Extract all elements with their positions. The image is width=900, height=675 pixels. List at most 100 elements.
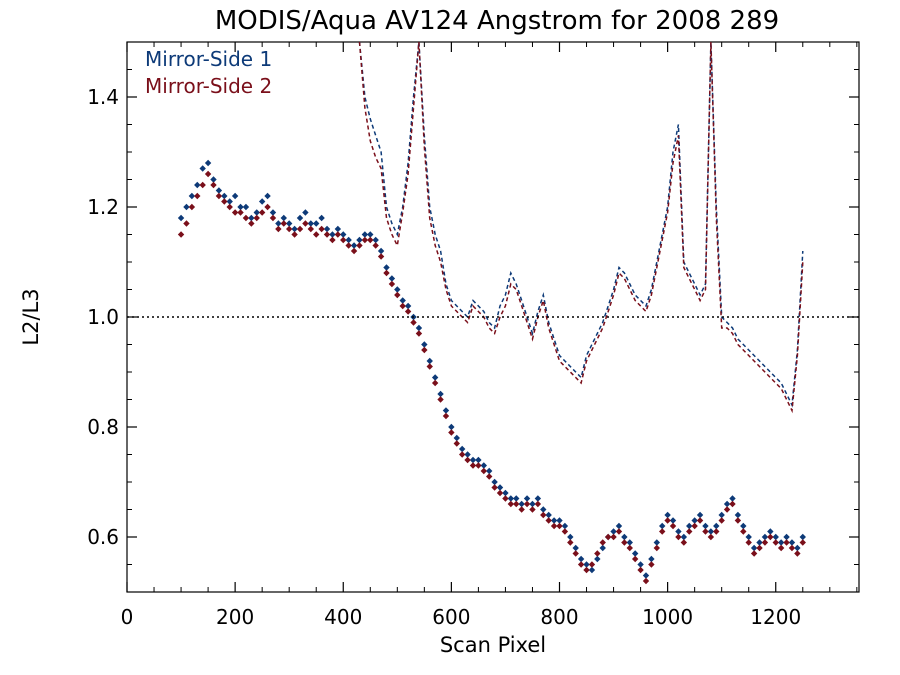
series-1-point	[350, 242, 358, 249]
series-2-point	[767, 533, 774, 541]
series-2-point	[599, 539, 606, 546]
series-1-point	[513, 495, 520, 502]
series-2-point	[529, 506, 536, 513]
series-1-point	[518, 500, 525, 508]
series-1-point	[329, 231, 336, 238]
series-2-point	[583, 566, 590, 574]
series-2-point	[680, 539, 688, 546]
series-1-point	[194, 181, 201, 189]
series-2-point	[761, 539, 769, 546]
series-2-point	[210, 181, 217, 189]
series-2-point	[194, 192, 201, 200]
x-tick-label: 1200	[750, 605, 801, 629]
series-2-point	[518, 506, 525, 513]
series-1-point	[615, 522, 623, 530]
series-2-point	[437, 396, 444, 403]
series-2-point	[410, 319, 417, 326]
series-1-point	[469, 456, 477, 464]
series-2-point	[285, 225, 293, 233]
series-1-point	[318, 214, 325, 222]
series-1-point	[642, 572, 650, 579]
series-2-point	[448, 429, 455, 436]
series-2-point	[177, 231, 185, 238]
series-2-point	[642, 577, 650, 585]
series-2-point	[561, 528, 569, 535]
series-2-point	[534, 500, 542, 508]
series-2-point	[691, 522, 698, 530]
series-2-point	[323, 231, 331, 238]
series-2-point	[669, 522, 677, 530]
series-1-point	[507, 495, 515, 502]
series-1-point	[734, 511, 742, 519]
series-1-point	[215, 187, 223, 194]
series-1-point	[550, 517, 558, 524]
series-2-point	[756, 544, 763, 552]
series-2-point	[572, 550, 579, 557]
series-1-point	[242, 203, 250, 211]
series-2-point	[788, 544, 796, 552]
series-2-point	[777, 544, 785, 552]
series-1-point	[258, 198, 266, 205]
series-2-point	[415, 330, 423, 337]
series-1-point	[399, 297, 406, 304]
series-1	[177, 41, 806, 579]
series-1-point	[723, 500, 731, 508]
series-1-point	[361, 231, 369, 238]
series-1-point	[475, 456, 482, 464]
series-2-point	[799, 539, 806, 546]
series-1-point	[756, 539, 763, 546]
series-1-point	[280, 214, 287, 222]
series-1-point	[594, 555, 601, 563]
series-2-point	[734, 517, 742, 524]
series-1-point	[496, 484, 504, 491]
series-2-point	[491, 484, 498, 491]
series-2-point	[458, 451, 466, 458]
series-2-point	[302, 220, 309, 227]
series-2-point	[253, 214, 260, 222]
series-2-point	[567, 539, 574, 546]
legend-entry-mirror-side-2: Mirror-Side 2	[145, 74, 272, 98]
series-2-point	[329, 236, 336, 244]
series-1-point	[588, 566, 596, 574]
series-2-point	[750, 550, 758, 557]
series-2-point	[615, 528, 623, 535]
x-tick-label: 600	[432, 605, 470, 629]
series-1-point	[637, 561, 644, 568]
series-1-point	[696, 511, 704, 519]
y-axis: 0.6 0.8 1.0 1.2 1.4 L2/L3	[19, 85, 119, 549]
series-2-point	[404, 308, 412, 315]
series-1-point	[653, 539, 661, 546]
series-2-point	[648, 561, 655, 568]
series-1-point	[448, 423, 455, 431]
series-2-point	[269, 214, 277, 222]
series-2-point	[431, 379, 439, 387]
y-axis-label: L2/L3	[19, 288, 43, 345]
series-2-point	[296, 225, 304, 233]
series-2-point	[588, 561, 596, 568]
series-2-point	[226, 203, 233, 211]
series-1-point	[534, 495, 542, 502]
series-1-point	[799, 533, 806, 541]
series-1-point	[567, 533, 574, 541]
series-1-point	[718, 511, 725, 519]
series-1-point	[529, 500, 536, 508]
series-1-point	[794, 544, 801, 552]
series-1-point	[664, 511, 671, 519]
series-1-point	[248, 214, 255, 222]
series-2-point	[513, 500, 520, 508]
series-1-point	[437, 390, 444, 398]
series-1-point	[675, 528, 682, 535]
y-tick-label: 0.8	[87, 415, 119, 439]
series-1-point	[253, 209, 260, 216]
series-2-point	[486, 473, 493, 480]
series-1-dashed-line	[358, 41, 804, 408]
series-2-point	[350, 247, 358, 255]
series-1-point	[275, 220, 282, 227]
series-1-point	[296, 214, 304, 222]
y-tick-label: 0.6	[87, 525, 119, 549]
series-2-point	[204, 170, 212, 178]
series-1-point	[356, 236, 363, 244]
series-2-point	[399, 302, 406, 310]
series-1-point	[183, 203, 190, 211]
